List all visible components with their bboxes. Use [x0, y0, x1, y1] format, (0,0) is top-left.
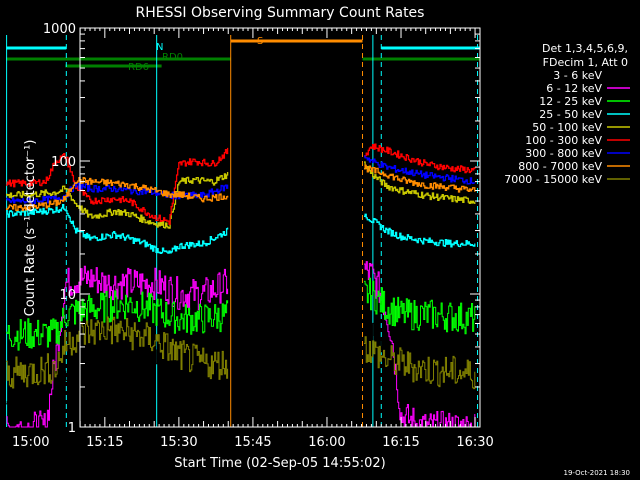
legend-label-7000-15000-kev: 7000 - 15000 keV [504, 173, 602, 186]
series-line-segment [364, 261, 476, 428]
series-line-segment [6, 147, 229, 225]
x-tick-label: 16:30 [456, 435, 493, 450]
series-line-segment [364, 164, 476, 193]
series-100-300-kev [6, 143, 476, 225]
instrument-flag-bars: N S RD0 RD6 [6, 36, 480, 73]
legend-label-12-25-kev: 12 - 25 keV [539, 95, 602, 108]
y-tick-label: 1 [68, 421, 76, 436]
legend-label-100-300-kev: 100 - 300 keV [525, 134, 602, 147]
y-tick-label: 10 [59, 288, 76, 303]
series-line-segment [364, 143, 476, 174]
series-line-segment [364, 155, 476, 185]
footer-date: 19-Oct-2021 18:30 [564, 469, 630, 477]
series-line-segment [364, 322, 476, 419]
series-50-100-kev [6, 161, 476, 229]
x-tick-label: 15:30 [160, 435, 197, 450]
series-line-segment [6, 290, 229, 351]
series-line-segment [364, 161, 476, 204]
series-line-segment [364, 213, 476, 248]
legend-label-50-100-kev: 50 - 100 keV [532, 121, 602, 134]
series-7000-15000-kev [6, 316, 476, 390]
series-6-12-kev [6, 261, 476, 428]
series-line-segment [6, 265, 229, 428]
y-tick-label: 1000 [43, 22, 76, 37]
x-tick-label: 15:45 [234, 435, 271, 450]
series-lines [6, 143, 476, 428]
series-line-segment [6, 316, 229, 389]
x-axis-label: Start Time (02-Sep-05 14:55:02) [174, 456, 385, 471]
y-axis-label: Count Rate (s⁻¹ detector⁻¹) [23, 140, 38, 317]
series-12-25-kev [6, 277, 476, 351]
chart-title: RHESSI Observing Summary Count Rates [136, 5, 425, 21]
series-25-50-kev [6, 203, 476, 255]
x-tick-label: 15:00 [12, 435, 49, 450]
series-300-800-kev [6, 155, 476, 205]
series-line-segment [6, 203, 229, 255]
flag-label-rd6: RD6 [128, 62, 149, 73]
flag-label-n: N [156, 42, 163, 53]
series-line-segment [6, 176, 229, 212]
legend-label-25-50-kev: 25 - 50 keV [539, 108, 602, 121]
x-tick-label: 16:15 [382, 435, 419, 450]
series-line-segment [6, 182, 229, 205]
x-tick-label: 15:15 [86, 435, 123, 450]
flag-label-s: S [257, 36, 263, 47]
x-axis: 15:00 15:15 15:30 15:45 16:00 16:15 16:30 [12, 28, 494, 450]
y-axis: 1 10 100 1000 [43, 22, 480, 436]
series-line-segment [364, 336, 476, 390]
legend-header-line-1: Det 1,3,4,5,6,9, [542, 42, 628, 55]
legend-label-800-7000-kev: 800 - 7000 keV [518, 160, 602, 173]
flag-label-rd0: RD0 [162, 52, 183, 63]
vertical-markers [6, 35, 479, 427]
legend-label-300-800-kev: 300 - 800 keV [525, 147, 602, 160]
series-800-7000-kev [6, 164, 476, 212]
y-tick-label: 100 [51, 155, 76, 170]
legend-label-6-12-kev: 6 - 12 keV [546, 82, 602, 95]
x-tick-label: 16:00 [308, 435, 345, 450]
plot-frame [79, 27, 481, 428]
legend-header-line-2: FDecim 1, Att 0 [543, 56, 628, 69]
legend-label-3-6-kev: 3 - 6 keV [553, 69, 602, 82]
legend: Det 1,3,4,5,6,9, FDecim 1, Att 0 3 - 6 k… [504, 42, 630, 186]
series-line-segment [6, 172, 229, 229]
series-line-segment [364, 277, 476, 335]
